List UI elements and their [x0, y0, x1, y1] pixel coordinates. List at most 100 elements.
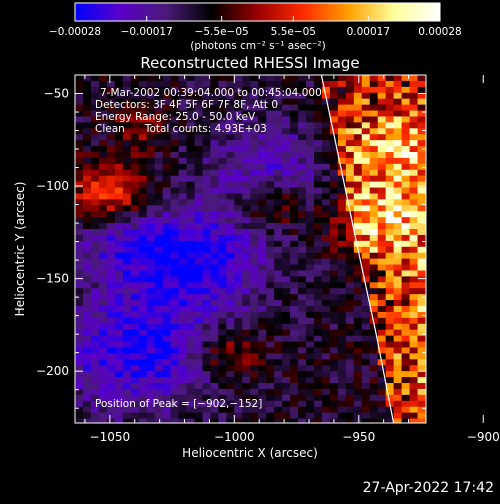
heatmap-cell — [186, 388, 196, 396]
heatmap-cell — [321, 187, 331, 195]
heatmap-cell — [329, 181, 339, 189]
heatmap-cell — [337, 359, 347, 366]
x-tick-label: −900 — [467, 430, 500, 444]
heatmap-cell — [377, 377, 387, 384]
heatmap-cell — [353, 157, 363, 165]
heatmap-cell — [425, 92, 426, 100]
heatmap-cell — [266, 329, 275, 337]
heatmap-cell — [385, 246, 395, 254]
heatmap-cell — [417, 240, 426, 248]
heatmap-cell — [210, 146, 219, 153]
heatmap-cell — [369, 122, 379, 129]
heatmap-cell — [369, 163, 379, 171]
heatmap-cell — [218, 246, 227, 254]
heatmap-cell — [353, 288, 363, 295]
heatmap-cell — [178, 169, 188, 177]
heatmap-cell — [98, 264, 108, 272]
heatmap-cell — [138, 152, 148, 159]
heatmap-cell — [218, 371, 227, 378]
heatmap-cell — [98, 400, 108, 408]
heatmap-cell — [329, 329, 339, 337]
heatmap-cell — [202, 104, 212, 112]
heatmap-cell — [202, 335, 212, 343]
heatmap-cell — [98, 104, 108, 112]
heatmap-cell — [298, 252, 307, 260]
heatmap-cell — [242, 134, 251, 141]
heatmap-cell — [130, 371, 140, 378]
heatmap-cell — [234, 359, 243, 366]
heatmap-cell — [75, 311, 84, 319]
heatmap-cell — [234, 347, 243, 354]
heatmap-cell — [306, 223, 315, 230]
heatmap-cell — [162, 217, 172, 224]
heatmap-cell — [401, 110, 411, 118]
heatmap-cell — [369, 187, 379, 195]
heatmap-cell — [282, 365, 291, 372]
heatmap-cell — [106, 146, 116, 153]
heatmap-cell — [258, 240, 267, 248]
heatmap-cell — [306, 371, 315, 378]
heatmap-cell — [409, 323, 419, 331]
heatmap-cell — [114, 163, 124, 171]
heatmap-cell — [425, 152, 426, 159]
heatmap-cell — [130, 252, 140, 260]
heatmap-cell — [170, 323, 180, 331]
heatmap-cell — [122, 270, 132, 277]
heatmap-cell — [337, 187, 347, 195]
heatmap-cell — [313, 175, 323, 183]
heatmap-cell — [361, 353, 371, 360]
heatmap-cell — [90, 98, 100, 106]
heatmap-cell — [393, 98, 403, 106]
heatmap-cell — [290, 317, 299, 325]
heatmap-cell — [250, 86, 259, 94]
heatmap-cell — [385, 317, 395, 325]
heatmap-cell — [353, 75, 363, 82]
heatmap-cell — [178, 341, 188, 349]
heatmap-cell — [154, 270, 164, 277]
heatmap-cell — [98, 377, 108, 384]
heatmap-cell — [313, 317, 323, 325]
heatmap-cell — [369, 92, 379, 100]
heatmap-cell — [321, 311, 331, 319]
heatmap-cell — [138, 234, 148, 242]
heatmap-cell — [393, 282, 403, 289]
heatmap-cell — [258, 104, 267, 112]
y-tick-label: −50 — [44, 87, 69, 101]
heatmap-cell — [75, 388, 84, 396]
heatmap-cell — [242, 246, 251, 254]
heatmap-cell — [90, 140, 100, 147]
heatmap-cell — [361, 223, 371, 230]
x-tick-label: −1000 — [214, 430, 255, 444]
heatmap-cell — [329, 223, 339, 230]
heatmap-cell — [353, 252, 363, 260]
heatmap-cell — [290, 276, 299, 283]
heatmap-cell — [106, 193, 116, 200]
heatmap-cell — [329, 371, 339, 378]
heatmap-cell — [298, 353, 307, 360]
heatmap-cell — [178, 205, 188, 212]
heatmap-cell — [242, 152, 251, 159]
heatmap-cell — [114, 234, 124, 242]
heatmap-cell — [218, 288, 227, 295]
heatmap-cell — [298, 86, 307, 94]
heatmap-cell — [106, 205, 116, 212]
heatmap-cell — [90, 128, 100, 135]
heatmap-cell — [353, 276, 363, 283]
heatmap-cell — [266, 199, 275, 206]
heatmap-cell — [242, 169, 251, 177]
heatmap-cell — [114, 317, 124, 325]
heatmap-cell — [178, 359, 188, 366]
heatmap-cell — [250, 323, 259, 331]
heatmap-cell — [290, 353, 299, 360]
heatmap-cell — [361, 359, 371, 366]
heatmap-cell — [425, 181, 426, 189]
heatmap-cell — [353, 323, 363, 331]
heatmap-cell — [242, 217, 251, 224]
heatmap-cell — [178, 193, 188, 200]
heatmap-cell — [194, 359, 204, 366]
heatmap-cell — [186, 175, 196, 183]
heatmap-cell — [226, 246, 235, 254]
heatmap-cell — [337, 75, 347, 82]
heatmap-cell — [321, 335, 331, 343]
heatmap-cell — [194, 92, 204, 100]
